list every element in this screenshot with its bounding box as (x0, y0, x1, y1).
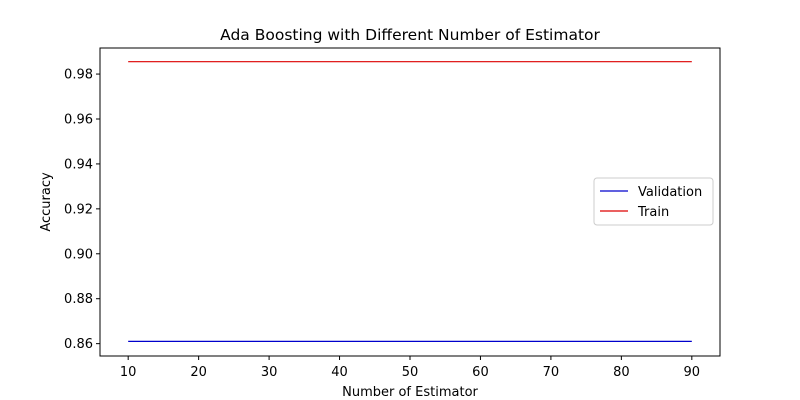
x-tick-label: 60 (472, 365, 489, 380)
y-tick-label: 0.94 (64, 157, 93, 172)
y-tick-label: 0.90 (64, 247, 93, 262)
legend-box (593, 177, 714, 226)
legend-label-train: Train (637, 205, 669, 220)
y-axis-label: Accuracy (39, 172, 54, 232)
series-layer (128, 61, 692, 342)
x-tick-label: 40 (331, 365, 348, 380)
chart-title: Ada Boosting with Different Number of Es… (220, 26, 600, 44)
y-tick-label: 0.86 (64, 337, 93, 352)
y-tick-label: 0.92 (64, 202, 93, 217)
x-tick-label: 90 (684, 365, 701, 380)
x-tick-label: 20 (190, 365, 207, 380)
x-tick-label: 10 (120, 365, 137, 380)
x-axis-label: Number of Estimator (342, 385, 478, 400)
x-tick-label: 80 (613, 365, 630, 380)
y-tick-label: 0.98 (64, 68, 93, 83)
x-tick-label: 50 (402, 365, 419, 380)
legend: Validation Train (593, 177, 714, 226)
y-tick-label: 0.96 (64, 112, 93, 127)
y-tick-label: 0.88 (64, 292, 93, 307)
legend-label-validation: Validation (638, 185, 702, 200)
y-axis-ticks: 0.86 0.88 0.90 0.92 0.94 0.96 0.98 (64, 68, 100, 352)
x-axis-ticks: 10 20 30 40 50 60 70 80 90 (120, 356, 700, 380)
x-tick-label: 30 (261, 365, 278, 380)
x-tick-label: 70 (543, 365, 560, 380)
